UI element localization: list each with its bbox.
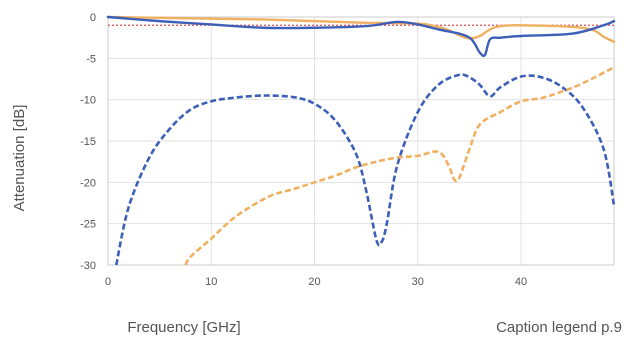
y-axis-label: Attenuation [dB] xyxy=(11,105,28,212)
y-tick-label: 0 xyxy=(90,12,96,24)
series-line-3-dashed xyxy=(116,74,614,265)
grid xyxy=(108,17,614,265)
tick-labels: 0 10 20 30 40 0 -5 -10 -15 -20 -25 -30 xyxy=(80,12,527,288)
caption-legend: Caption legend p.9 xyxy=(496,319,622,336)
y-tick-label: -15 xyxy=(80,136,96,148)
x-tick-label: 40 xyxy=(515,276,527,288)
x-tick-label: 30 xyxy=(412,276,424,288)
x-tick-label: 10 xyxy=(205,276,217,288)
y-tick-label: -10 xyxy=(80,95,96,107)
x-tick-label: 0 xyxy=(105,276,111,288)
y-tick-label: -5 xyxy=(86,53,96,65)
y-tick-label: -30 xyxy=(80,260,96,272)
y-tick-label: -20 xyxy=(80,177,96,189)
y-tick-label: -25 xyxy=(80,219,96,231)
x-axis-label: Frequency [GHz] xyxy=(127,319,240,336)
x-tick-label: 20 xyxy=(308,276,320,288)
series-line-1-solid xyxy=(108,17,614,42)
